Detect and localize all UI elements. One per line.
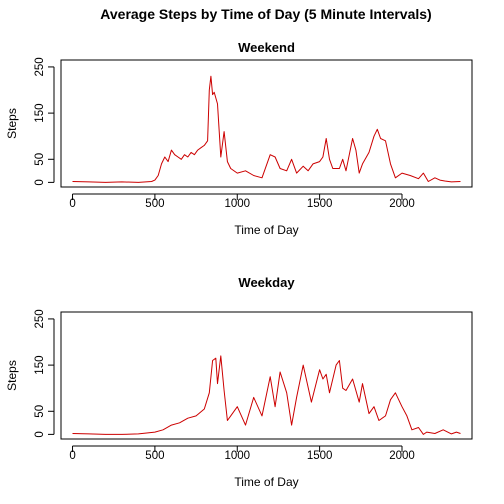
weekend-x-tick-label: 2000 [389, 198, 415, 210]
weekday-x-tick-label: 2000 [389, 450, 415, 462]
weekend-x-axis-label: Time of Day [234, 223, 298, 237]
weekend-steps-series-line [72, 75, 461, 183]
weekday-plot-frame [60, 311, 473, 440]
weekend-y-tick-label: 50 [34, 153, 46, 166]
weekday-steps-series-line [72, 355, 461, 435]
weekend-x-tick-label: 500 [145, 198, 164, 210]
weekday-x-tick-label: 0 [69, 450, 75, 462]
weekend-plot-frame [60, 59, 473, 188]
weekday-y-tick-label: 150 [34, 356, 46, 375]
weekend-x-tick-label: 1500 [307, 198, 333, 210]
weekday-x-axis-label: Time of Day [234, 475, 298, 489]
weekday-panel-title: Weekday [238, 275, 295, 290]
weekday-x-tick-label: 500 [145, 450, 164, 462]
weekday-y-axis-label: Steps [5, 360, 19, 391]
weekend-x-tick-label: 0 [69, 198, 75, 210]
chart-main-title: Average Steps by Time of Day (5 Minute I… [100, 6, 431, 22]
weekday-x-tick-label: 1500 [307, 450, 333, 462]
weekend-y-tick-label: 250 [34, 57, 46, 76]
weekend-y-axis-label: Steps [5, 108, 19, 139]
weekend-x-tick-label: 1000 [224, 198, 250, 210]
weekday-x-tick-label: 1000 [224, 450, 250, 462]
weekend-panel-title: Weekend [238, 40, 295, 55]
weekday-y-tick-label: 50 [34, 405, 46, 418]
weekday-y-tick-label: 250 [34, 309, 46, 328]
weekend-y-tick-label: 0 [34, 179, 46, 185]
weekday-y-tick-label: 0 [34, 431, 46, 437]
weekend-y-tick-label: 150 [34, 104, 46, 123]
